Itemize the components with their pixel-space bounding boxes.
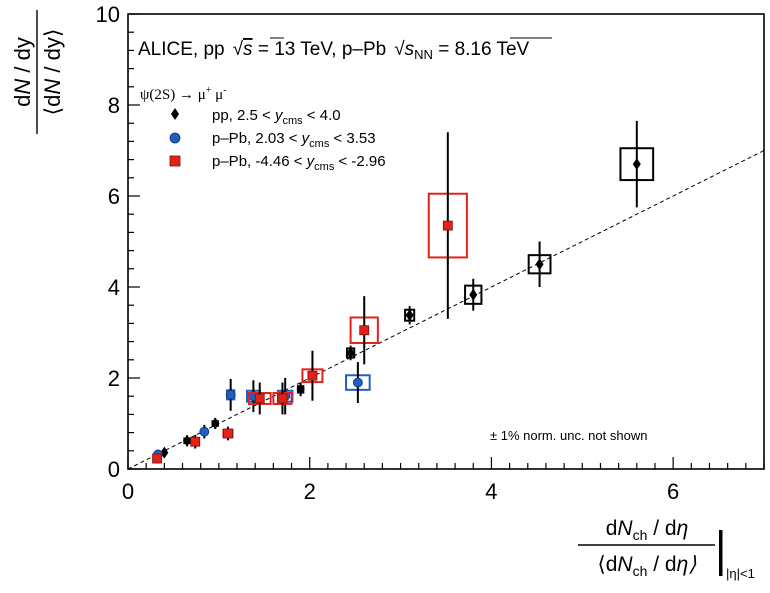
data-point-pp [405, 309, 414, 322]
x-axis-label: dNch / dη ⟨dNch / dη⟩ |η|<1 [578, 517, 755, 581]
data-point-ppb-forward [225, 389, 236, 400]
data-point-ppb-backward [223, 428, 233, 439]
data-point-ppb-forward [199, 426, 210, 437]
axis-ticks: 0 2 4 6 0 2 4 6 8 10 [96, 2, 765, 504]
y-tick-label: 2 [108, 366, 120, 391]
legend-entry-ppb-bwd: p–Pb, -4.46 < ycms < -2.96 [212, 153, 386, 173]
data-point-pp [211, 417, 220, 430]
x-axis-label-eval-bar [719, 530, 723, 576]
y-tick-label: 6 [108, 184, 120, 209]
data-point-ppb-backward [442, 220, 453, 231]
y-tick-label: 10 [96, 2, 120, 27]
y-tick-label: 8 [108, 93, 120, 118]
y-tick-label: 4 [108, 275, 120, 300]
x-tick-label: 6 [667, 479, 679, 504]
reference-line [127, 150, 765, 470]
data-point-pp [632, 158, 641, 171]
data-point-pp [535, 258, 544, 271]
data-point-ppb-backward [359, 325, 370, 336]
data-point-ppb-backward [254, 393, 265, 404]
y-axis-label-denominator: ⟨dN / dy⟩ [40, 29, 65, 116]
x-tick-label: 0 [122, 479, 134, 504]
data-point-ppb-backward [277, 393, 288, 404]
y-axis-label-numerator: dN / dy [10, 37, 35, 107]
reference-line-group [127, 150, 765, 470]
legend-marker-ppb-bwd [169, 155, 181, 167]
plot-frame [127, 13, 765, 470]
data-point-pp [183, 434, 192, 447]
legend: ψ(2S) → μ+ μ- pp, 2.5 < ycms < 4.0 p–Pb,… [140, 85, 386, 173]
legend-marker-ppb-fwd [169, 132, 181, 144]
data-point-ppb-backward [307, 370, 318, 381]
data-point-ppb-forward [352, 377, 363, 388]
chart-header: ALICE, pp √s = 13 TeV, p–Pb √sNN = 8.16 Te… [138, 39, 530, 62]
data-point-pp [296, 383, 305, 396]
x-tick-label: 2 [304, 479, 316, 504]
legend-entry-pp: pp, 2.5 < ycms < 4.0 [212, 107, 341, 127]
data-point-pp [346, 346, 355, 359]
y-axis-label: dN / dy ⟨dN / dy⟩ [10, 10, 65, 134]
x-tick-label: 4 [485, 479, 497, 504]
legend-marker-pp [171, 108, 179, 120]
data-point-ppb-backward [190, 436, 201, 447]
data-marks [152, 120, 655, 464]
x-axis-label-eval-range: |η|<1 [726, 566, 755, 581]
legend-entry-ppb-fwd: p–Pb, 2.03 < ycms < 3.53 [212, 130, 376, 150]
legend-header: ψ(2S) → μ+ μ- [140, 85, 227, 103]
x-axis-label-numerator: dNch / dη [606, 517, 689, 543]
y-tick-label: 0 [108, 457, 120, 482]
data-point-ppb-backward [152, 453, 162, 464]
normalization-note: ± 1% norm. unc. not shown [490, 428, 647, 443]
data-point-pp [469, 288, 478, 301]
x-axis-label-denominator: ⟨dNch / dη⟩ [598, 553, 697, 579]
